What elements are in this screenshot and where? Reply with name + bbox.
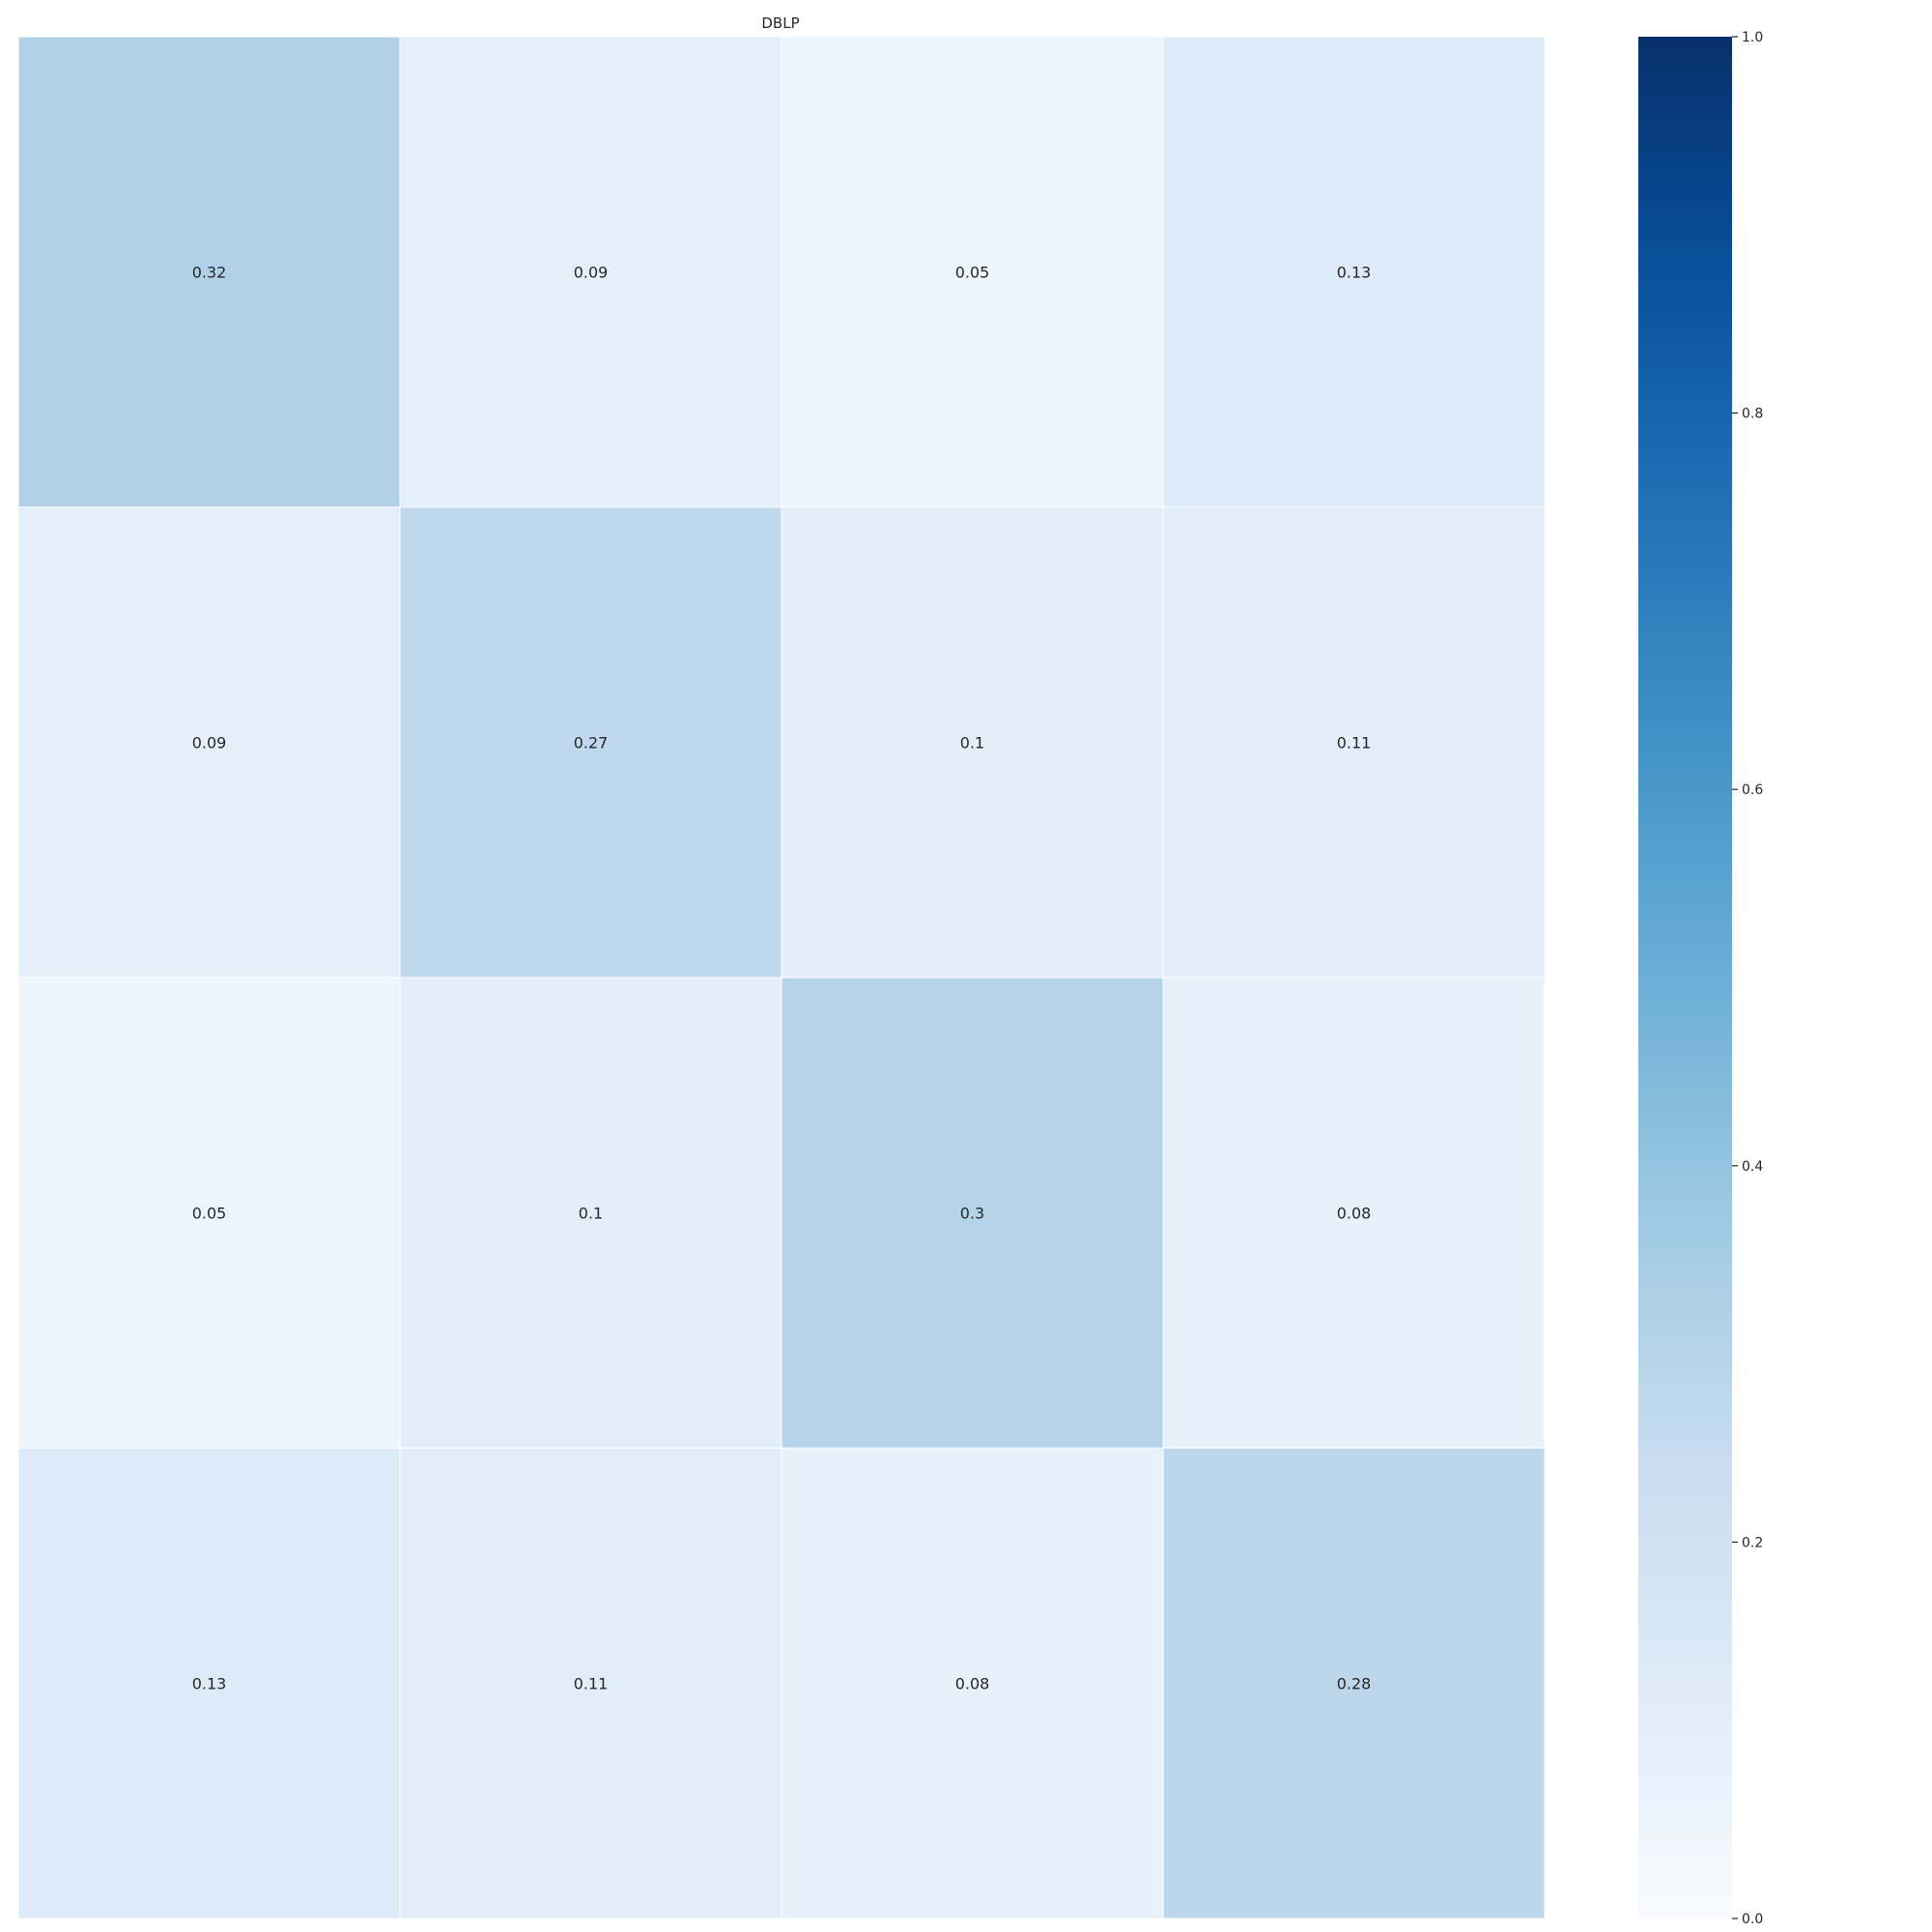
cell-label-r0-c2: 0.05 (955, 264, 990, 282)
cell-label-r3-c1: 0.11 (574, 1675, 609, 1693)
colorbar: 0.0 0.2 0.4 0.6 0.8 1.0 (1638, 30, 1763, 1927)
heatmap-cell-r1-c3 (1162, 506, 1546, 979)
heatmap-cell-r3-c0 (17, 1447, 401, 1919)
colorbar-tick-label: 0.4 (1742, 1159, 1763, 1175)
cell-label-r2-c3: 0.08 (1337, 1205, 1372, 1223)
cell-label-r2-c1: 0.1 (579, 1205, 603, 1223)
heatmap-cell-r1-c0 (17, 506, 401, 979)
heatmap-cell-r0-c2 (781, 36, 1164, 508)
colorbar-tick-label: 0.0 (1742, 1912, 1763, 1927)
heatmap-cell-r1-c2 (781, 506, 1164, 979)
cell-label-r0-c1: 0.09 (574, 264, 609, 282)
heatmap-cell-r1-c1 (399, 506, 782, 979)
colorbar-gradient (1638, 37, 1732, 1918)
cell-label-r3-c3: 0.28 (1337, 1675, 1372, 1693)
heatmap-cell-r0-c3 (1162, 36, 1546, 508)
heatmap-cell-r0-c1 (399, 36, 782, 508)
cell-label-r2-c0: 0.05 (192, 1205, 227, 1223)
cell-label-r2-c2: 0.3 (960, 1205, 984, 1223)
heatmap-annotations: 0.32 0.09 0.05 0.13 0.09 0.27 0.1 0.11 0.05 0.1 0.… (192, 264, 1372, 1693)
cell-label-r0-c3: 0.13 (1337, 264, 1372, 282)
heatmap-cells (17, 36, 1546, 1919)
cell-label-r3-c0: 0.13 (192, 1675, 227, 1693)
chart-title: DBLP (761, 14, 799, 32)
cell-label-r0-c0: 0.32 (192, 264, 227, 282)
colorbar-tick-label: 1.0 (1742, 30, 1763, 45)
colorbar-tick-label: 0.6 (1742, 782, 1763, 798)
cell-label-r1-c1: 0.27 (574, 734, 609, 753)
heatmap-cell-r2-c3 (1162, 977, 1546, 1449)
cell-label-r1-c3: 0.11 (1337, 734, 1372, 753)
heatmap-cell-r0-c0 (17, 36, 401, 508)
cell-label-r1-c2: 0.1 (960, 734, 984, 753)
cell-label-r1-c0: 0.09 (192, 734, 227, 753)
colorbar-tick-label: 0.2 (1742, 1535, 1763, 1550)
cell-label-r3-c2: 0.08 (955, 1675, 990, 1693)
heatmap-cell-r2-c1 (399, 977, 782, 1449)
heatmap-cell-r3-c3 (1162, 1447, 1546, 1919)
colorbar-tick-label: 0.8 (1742, 407, 1763, 422)
heatmap-cell-r3-c1 (399, 1447, 782, 1919)
heatmap-cell-r3-c2 (781, 1447, 1164, 1919)
